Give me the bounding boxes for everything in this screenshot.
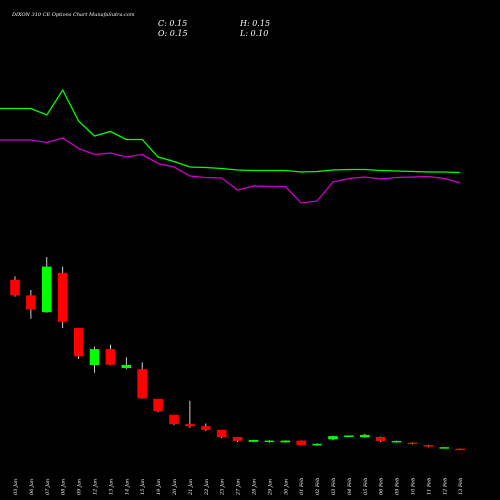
candle-body — [57, 272, 68, 322]
candle-body — [280, 440, 291, 443]
x-tick-label: 05 Feb — [363, 478, 369, 495]
x-tick-label: 28 Jan — [252, 479, 258, 496]
candle-body — [360, 434, 370, 438]
candle-body — [232, 437, 243, 441]
candle-body — [248, 440, 259, 442]
candle-body — [26, 295, 36, 310]
x-tick-label: 06 Feb — [379, 478, 385, 495]
x-tick-label: 02 Feb — [315, 478, 321, 495]
candles — [10, 257, 465, 451]
ohlc-readout: C: 0.15 H: 0.15 O: 0.15 L: 0.10 — [158, 19, 270, 38]
candle-body — [391, 440, 402, 443]
candle-body — [375, 437, 386, 441]
candle-body — [105, 349, 116, 365]
x-tick-label: 23 Jan — [220, 479, 226, 496]
candle-body — [201, 426, 211, 430]
x-tick-label: 12 Jan — [93, 479, 99, 495]
candle-body — [121, 365, 132, 368]
candle-body — [312, 443, 322, 446]
x-tick-label: 03 Feb — [331, 478, 337, 495]
x-tick-label: 20 Jan — [172, 479, 178, 496]
candle-body — [89, 349, 100, 365]
candle-body — [344, 435, 354, 437]
x-tick-label: 29 Jan — [267, 479, 273, 496]
x-tick-label: 13 Feb — [458, 478, 464, 495]
x-tick-label: 04 Feb — [347, 478, 353, 495]
candle-body — [137, 369, 147, 399]
x-tick-label: 22 Jan — [204, 479, 210, 496]
overlay-line-2 — [0, 137, 461, 204]
x-tick-label: 03 Jan — [13, 479, 19, 495]
candle-body — [328, 436, 338, 440]
x-tick-label: 27 Jan — [236, 479, 242, 496]
chart-title: DIXON 310 CE Options Chart MunafaSutra.c… — [11, 12, 135, 18]
x-tick-label: 06 Jan — [29, 479, 35, 495]
ohlc-close: C: 0.15 — [158, 19, 187, 28]
candle-body — [169, 414, 179, 425]
x-tick-label: 09 Jan — [77, 479, 83, 495]
x-tick-label: 09 Feb — [395, 478, 401, 495]
overlay-line-1 — [0, 88, 461, 174]
x-axis-ticks: 03 Jan 06 Jan 07 Jan 08 Jan 09 Jan 12 Jan 13 J… — [13, 478, 464, 496]
x-tick-label: 01 Feb — [299, 478, 305, 495]
x-tick-label: 10 Feb — [411, 478, 417, 495]
x-tick-label: 12 Feb — [442, 478, 448, 495]
x-tick-label: 07 Jan — [45, 479, 51, 495]
candle-body — [153, 398, 163, 412]
ohlc-low: L: 0.10 — [239, 29, 268, 38]
ohlc-high: H: 0.15 — [239, 19, 270, 28]
ohlc-open: O: 0.15 — [158, 29, 188, 38]
x-tick-label: 11 Feb — [426, 478, 432, 495]
x-tick-label: 19 Jan — [156, 479, 162, 495]
candle-body — [439, 447, 450, 449]
candle-body — [73, 328, 84, 357]
x-tick-label: 21 Jan — [188, 479, 194, 496]
candle-body — [296, 440, 306, 446]
x-tick-label: 13 Jan — [108, 479, 114, 495]
candle-body — [407, 442, 418, 445]
candle-body — [42, 266, 52, 313]
candle-body — [10, 279, 20, 296]
x-tick-label: 14 Jan — [124, 479, 130, 495]
x-tick-label: 30 Jan — [283, 479, 289, 495]
x-tick-label: 15 Jan — [140, 479, 146, 495]
candle-body — [185, 424, 195, 427]
candle-body — [423, 445, 434, 447]
candle-body — [264, 440, 275, 443]
candle-body — [216, 429, 227, 437]
candle-body — [455, 448, 465, 451]
overlay-lines — [0, 88, 461, 204]
x-tick-label: 08 Jan — [61, 479, 67, 495]
